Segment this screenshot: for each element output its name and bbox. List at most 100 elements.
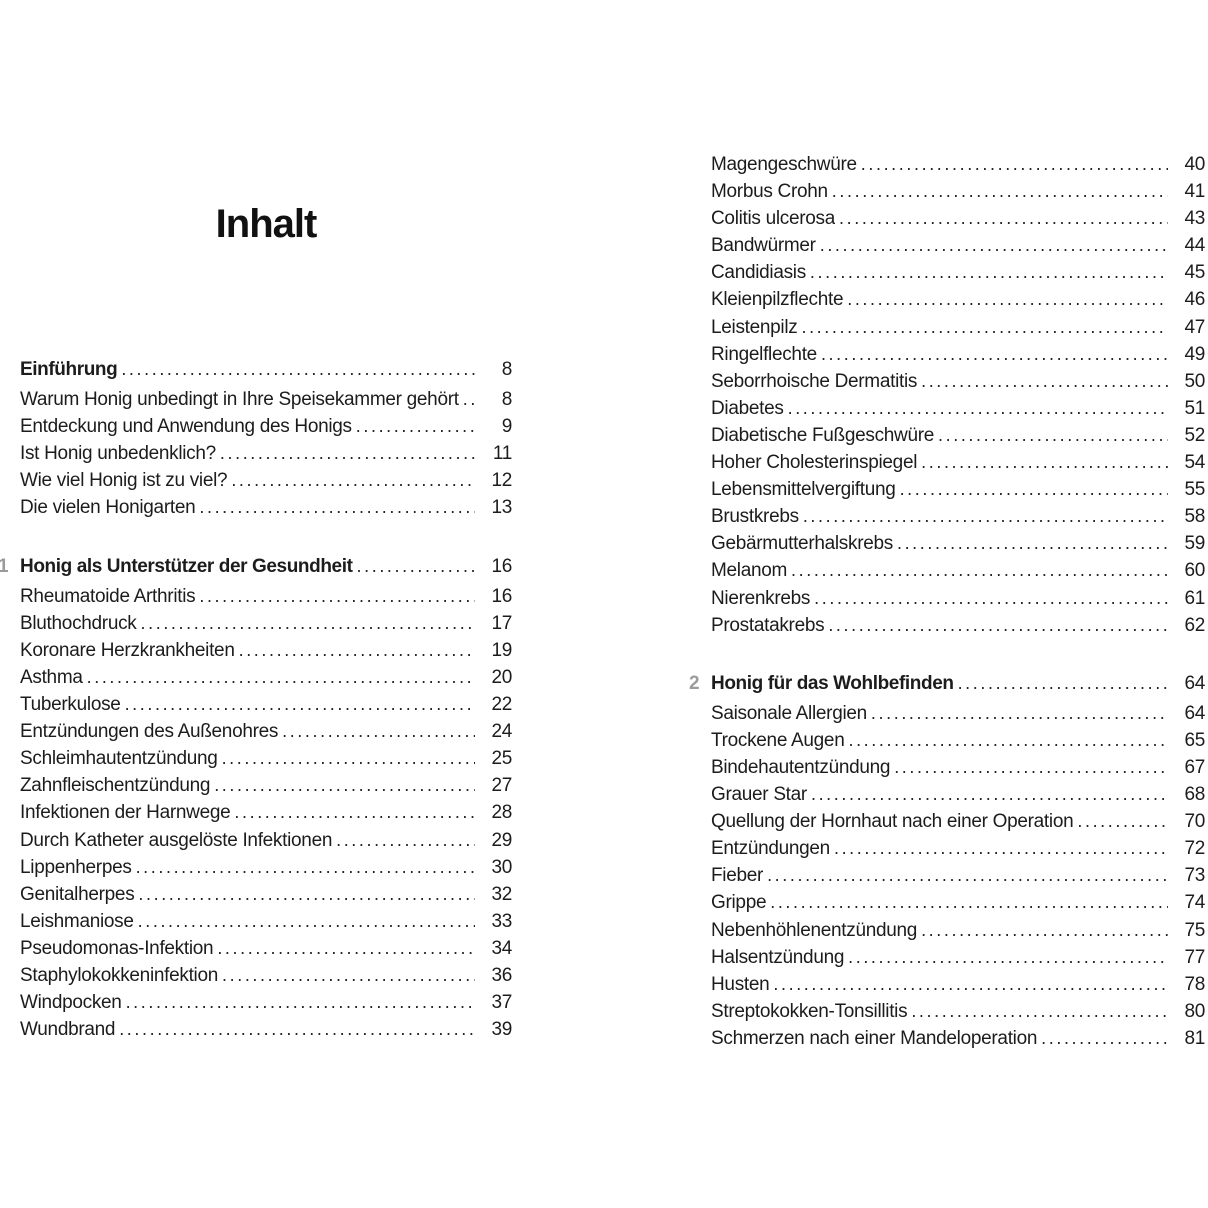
chapter-title: Einführung (20, 359, 118, 380)
page-number: 36 (491, 964, 512, 986)
page-number: 22 (491, 694, 512, 716)
entry-title: Prostatakrebs (711, 614, 825, 636)
entry-title: Bandwürmer (711, 235, 816, 257)
page-number: 58 (1184, 506, 1205, 528)
dot-leader (848, 727, 1168, 754)
entry-title: Ringelflechte (711, 343, 817, 365)
toc-entry-row: Bindehautentzündung 67 (711, 754, 1205, 781)
entry-title: Kleienpilzflechte (711, 289, 844, 311)
entry-title: Leistenpilz (711, 316, 798, 338)
toc-entry-row: Kleienpilzflechte 46 (711, 286, 1205, 313)
toc-entry-row: Infektionen der Harnwege 28 (20, 799, 512, 826)
dot-leader (911, 998, 1168, 1025)
entry-title: Grippe (711, 892, 767, 914)
entry-title: Bindehautentzündung (711, 756, 891, 778)
toc-entry-row: Melanom 60 (711, 557, 1205, 584)
toc-entry-row: Bandwürmer 44 (711, 232, 1205, 259)
toc-entry-row: Colitis ulcerosa 43 (711, 205, 1205, 232)
entry-title: Colitis ulcerosa (711, 208, 836, 230)
toc-entry-row: Entzündungen des Außenohres 24 (20, 718, 512, 745)
dot-leader (814, 585, 1168, 612)
entry-title: Infektionen der Harnwege (20, 802, 231, 824)
page-number: 33 (491, 910, 512, 932)
toc-entry-row: Magengeschwüre 40 (711, 151, 1205, 178)
page-number: 11 (492, 443, 512, 465)
dot-leader (958, 670, 1168, 697)
page-number: 8 (501, 359, 513, 380)
chapter-number: 2 (689, 672, 700, 694)
entry-title: Diabetes (711, 397, 784, 419)
page-number: 12 (491, 470, 512, 492)
dot-leader (921, 368, 1168, 395)
page-number: 68 (1184, 784, 1205, 806)
entry-title: Brustkrebs (711, 506, 799, 528)
toc-entry-row: Gebärmutterhalskrebs 59 (711, 530, 1205, 557)
dot-leader (220, 440, 475, 467)
toc-entry-row: Zahnfleischentzündung 27 (20, 772, 512, 799)
dot-leader (87, 664, 475, 691)
dot-leader (773, 971, 1168, 998)
entry-title: Lebensmittelvergiftung (711, 479, 896, 501)
page-number: 77 (1184, 946, 1205, 968)
toc-entry-row: Brustkrebs 58 (711, 503, 1205, 530)
entry-title: Bluthochdruck (20, 612, 137, 634)
toc-entry-row: Die vielen Honigarten 13 (20, 494, 512, 521)
page-number: 49 (1184, 343, 1205, 365)
page-number: 75 (1184, 919, 1205, 941)
chapter-title: Honig für das Wohlbefinden (711, 672, 954, 694)
dot-leader (938, 422, 1168, 449)
dot-leader (336, 827, 475, 854)
page-number: 8 (501, 389, 513, 411)
dot-leader (897, 530, 1168, 557)
dot-leader (357, 553, 475, 580)
dot-leader (463, 386, 475, 413)
entry-title: Wie viel Honig ist zu viel? (20, 470, 228, 492)
entry-title: Schleimhautentzündung (20, 748, 218, 770)
page-number: 19 (491, 639, 512, 661)
page-number: 74 (1184, 892, 1205, 914)
dot-leader (141, 610, 475, 637)
dot-leader (788, 395, 1168, 422)
toc-entry-row: Prostatakrebs 62 (711, 612, 1205, 639)
page-number: 43 (1184, 208, 1205, 230)
page-number: 13 (491, 497, 512, 519)
page-number: 9 (501, 416, 513, 438)
entry-title: Quellung der Hornhaut nach einer Operati… (711, 811, 1074, 833)
dot-leader (239, 637, 475, 664)
entry-title: Asthma (20, 666, 83, 688)
toc-entry-row: Fieber 73 (711, 862, 1205, 889)
toc-entry-row: Lippenherpes 30 (20, 854, 512, 881)
dot-leader (839, 205, 1168, 232)
page-number: 59 (1184, 533, 1205, 555)
toc-entry-row: Ringelflechte 49 (711, 341, 1205, 368)
dot-leader (921, 449, 1168, 476)
entry-title: Melanom (711, 560, 788, 582)
entry-title: Durch Katheter ausgelöste Infektionen (20, 829, 333, 851)
entry-title: Genitalherpes (20, 883, 135, 905)
dot-leader (803, 503, 1168, 530)
toc-entry-row: Diabetische Fußgeschwüre 52 (711, 422, 1205, 449)
page-number: 30 (491, 856, 512, 878)
toc-entry-row: Tuberkulose 22 (20, 691, 512, 718)
page-number: 16 (491, 585, 512, 607)
dot-leader (848, 944, 1168, 971)
page-number: 72 (1184, 838, 1205, 860)
toc-entry-row: Morbus Crohn 41 (711, 178, 1205, 205)
dot-leader (820, 232, 1168, 259)
dot-leader (810, 259, 1168, 286)
toc-entry-row: Candidiasis 45 (711, 259, 1205, 286)
toc-chapter-row: 1 Honig als Unterstützer der Gesundheit 16 (0, 553, 512, 580)
dot-leader (828, 612, 1168, 639)
entry-title: Morbus Crohn (711, 181, 828, 203)
page-number: 64 (1184, 672, 1205, 694)
dot-leader (832, 178, 1168, 205)
toc-entry-row: Streptokokken-Tonsillitis 80 (711, 998, 1205, 1025)
page-number: 54 (1184, 452, 1205, 474)
page-number: 50 (1184, 370, 1205, 392)
dot-leader (356, 413, 475, 440)
page-number: 16 (491, 555, 512, 577)
toc-entry-row: Entzündungen 72 (711, 835, 1205, 862)
page-number: 52 (1184, 424, 1205, 446)
toc-entry-row: Lebensmittelvergiftung 55 (711, 476, 1205, 503)
